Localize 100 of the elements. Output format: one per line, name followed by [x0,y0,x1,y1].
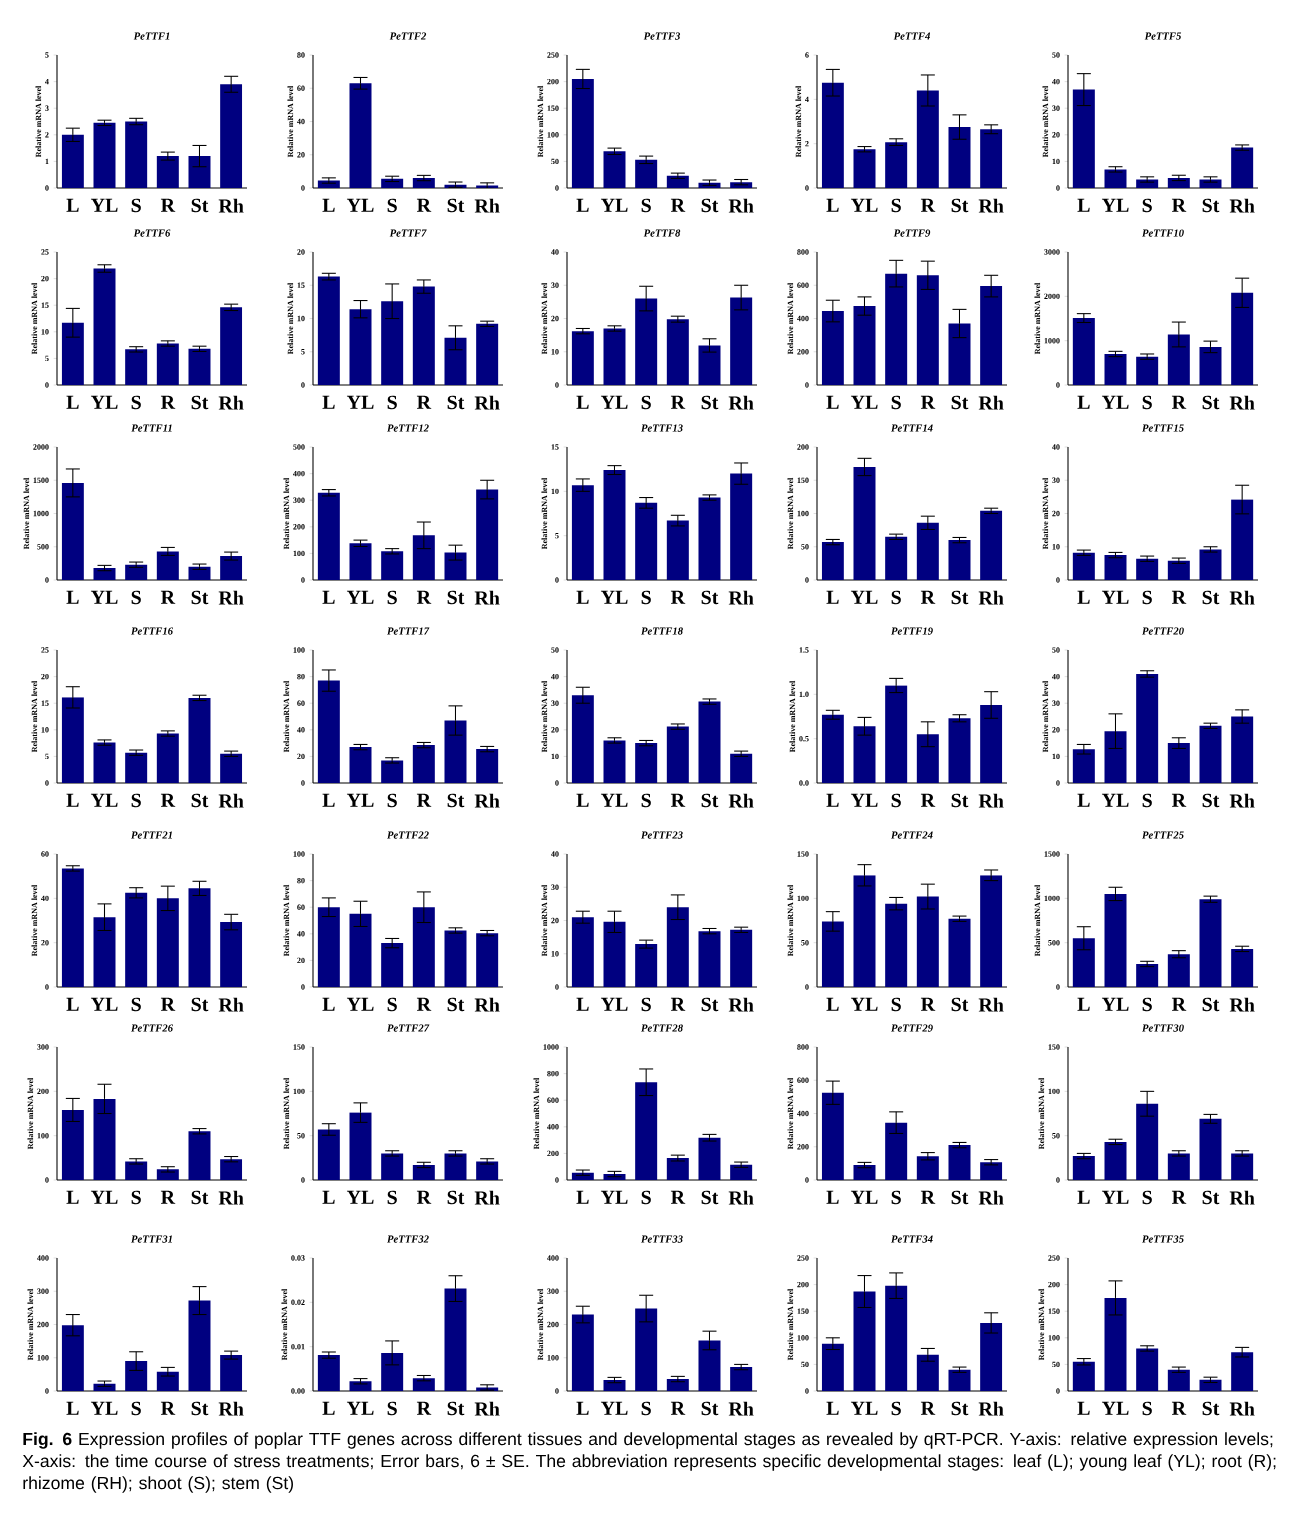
x-tick-label: R [416,1401,432,1415]
y-tick-label: 150 [1048,1308,1060,1314]
bar [125,1161,148,1181]
bar [156,343,179,386]
y-axis-title: Relative mRNA level [31,282,38,355]
x-tick-label: Rh [728,590,754,605]
y-tick-label: 10 [551,349,559,355]
x-tick-label: St [1202,997,1220,1012]
y-tick-label: 0 [805,1177,809,1183]
y-tick-label: 15 [41,700,49,706]
x-tick-label: St [1202,1401,1220,1416]
y-tick-label: 300 [547,1288,559,1294]
x-tick-label: R [670,997,686,1011]
bar [93,1383,116,1392]
x-tick-label: YL [90,1190,118,1204]
y-tick-label: 25 [41,249,49,255]
bar [93,122,116,189]
y-tick-label: 60 [41,851,49,857]
bar [125,892,148,988]
y-axis-title: Relative mRNA level [27,1288,34,1361]
y-tick-label: 0.02 [291,1299,305,1306]
x-tick-label: R [670,395,686,409]
y-tick-label: 100 [293,1088,305,1095]
x-tick-label: R [160,395,176,409]
x-tick-label: L [322,395,335,409]
y-tick-label: 600 [547,1097,559,1103]
x-tick-label: St [701,590,719,605]
x-tick-label: St [191,1190,209,1205]
x-tick-label: L [1077,997,1090,1011]
y-tick-label: 50 [1052,52,1060,58]
bar [381,943,404,988]
y-tick-label: 100 [293,647,305,653]
x-tick-label: R [416,1190,432,1204]
bar [916,90,939,189]
x-tick-label: L [576,793,589,807]
x-tick-label: YL [850,997,878,1011]
chart-title: PeTTF13 [640,424,683,432]
y-tick-label: 3000 [1044,249,1060,255]
chart-title: PeTTF17 [386,627,430,635]
y-tick-label: 150 [547,105,559,111]
bar [381,1153,404,1181]
bar [1167,743,1190,784]
bar [188,888,211,988]
x-tick-label: L [826,395,839,409]
bar [980,875,1003,988]
bar [1231,1352,1254,1392]
y-tick-label: 0 [301,185,305,191]
x-tick-label: St [447,1190,465,1205]
y-tick-label: 10 [551,753,559,760]
x-tick-label: YL [600,1401,628,1415]
x-tick-label: L [826,997,839,1011]
y-tick-label: 200 [1048,1281,1060,1288]
bar [1136,179,1159,189]
y-tick-label: 0 [45,984,49,990]
x-tick-label: R [160,198,176,212]
bar [188,697,211,784]
y-tick-label: 100 [37,1132,49,1139]
bar [730,929,753,988]
bar [948,918,971,988]
x-tick-label: R [670,198,686,212]
x-tick-label: YL [1101,997,1129,1011]
y-axis-title: Relative mRNA level [1042,85,1049,158]
x-tick-label: St [1202,395,1220,410]
y-tick-label: 1500 [1044,851,1060,857]
x-tick-label: S [1142,395,1152,410]
y-tick-label: 0 [45,185,49,191]
bar [125,121,148,189]
y-axis-title: Relative mRNA level [789,680,796,753]
bar [635,159,658,189]
y-tick-label: 10 [41,727,49,733]
chart-title: PeTTF33 [640,1235,683,1243]
y-tick-label: 50 [1052,647,1060,653]
y-tick-label: 0 [555,1177,559,1183]
bar [1072,89,1095,189]
y-axis-title: Relative mRNA level [787,1077,794,1150]
y-tick-label: 0 [555,577,559,583]
x-tick-label: St [447,395,465,410]
y-tick-label: 0 [805,1388,809,1394]
x-tick-label: St [191,590,209,605]
x-tick-label: St [951,395,969,410]
x-tick-label: R [670,1190,686,1204]
y-tick-label: 400 [547,1124,559,1130]
y-axis-title: Relative mRNA level [283,680,290,753]
x-tick-label: Rh [728,997,754,1012]
chart-title: PeTTF12 [386,424,429,432]
bar [980,129,1003,189]
bar [220,753,243,784]
bar [603,740,626,784]
x-tick-label: R [920,1190,936,1204]
y-axis-title: Relative mRNA level [23,477,30,550]
x-tick-label: S [131,1401,141,1416]
bar [666,319,689,386]
bar [853,306,876,386]
y-tick-label: 10 [551,488,559,495]
bar [93,268,116,386]
bar [730,297,753,386]
bar [698,345,721,386]
bar [916,275,939,386]
y-tick-label: 150 [797,1308,809,1314]
bar [853,466,876,581]
